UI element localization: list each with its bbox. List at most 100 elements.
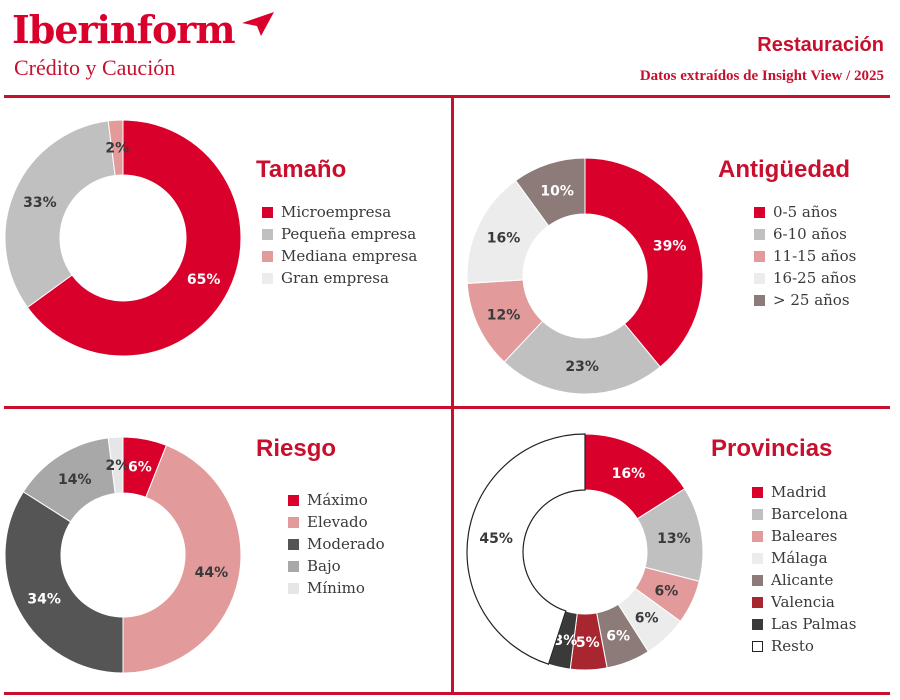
footer-divider — [4, 692, 890, 695]
slice-value-label: 33% — [23, 195, 57, 211]
legend-swatch — [754, 294, 765, 306]
legend-item-baleares: Baleares — [752, 525, 856, 547]
legend-swatch — [752, 574, 763, 586]
company-logo: Iberinform Crédito y Caución — [12, 8, 274, 80]
legend-item-microempresa: Microempresa — [262, 201, 417, 223]
legend-label: Barcelona — [771, 505, 848, 523]
legend-item-malaga: Málaga — [752, 547, 856, 569]
legend-label: Mediana empresa — [281, 247, 418, 265]
legend-label: 16-25 años — [773, 269, 857, 287]
slice-value-label: 39% — [653, 239, 687, 255]
slice-value-label: 6% — [128, 460, 152, 476]
legend-item-minimo: Mínimo — [288, 577, 385, 599]
legend-item-11-15-anos: 11-15 años — [754, 245, 856, 267]
slice-value-label: 5% — [576, 635, 600, 651]
legend-swatch — [262, 228, 273, 240]
legend-item-barcelona: Barcelona — [752, 503, 856, 525]
donut-chart-riesgo: 6% 44% 34% 14% 2% — [4, 436, 242, 674]
slice-value-label: 6% — [606, 629, 630, 645]
legend-swatch — [288, 516, 299, 528]
legend-swatch — [754, 206, 765, 218]
slice-value-label: 65% — [187, 272, 221, 288]
slice-value-label: 12% — [487, 307, 521, 323]
slice-microempresa — [26, 119, 242, 357]
legend-label: Elevado — [307, 513, 368, 531]
slice-value-label: 6% — [635, 611, 659, 627]
report-title: Restauración — [757, 34, 884, 56]
legend-label: Máximo — [307, 491, 368, 509]
legend-label: Baleares — [771, 527, 838, 545]
vertical-divider — [451, 98, 454, 692]
slice-value-label: 13% — [657, 531, 691, 547]
slice-minimo — [107, 436, 124, 495]
chart-legend: 0-5 años 6-10 años 11-15 años 16-25 años > 2… — [754, 201, 856, 311]
middle-divider — [4, 406, 890, 409]
legend-swatch — [262, 272, 273, 284]
slice-value-label: 3% — [553, 633, 577, 649]
legend-label: Málaga — [771, 549, 828, 567]
legend-item-bajo: Bajo — [288, 555, 385, 577]
legend-item-moderado: Moderado — [288, 533, 385, 555]
legend-label: Pequeña empresa — [281, 225, 417, 243]
slice-elevado — [122, 444, 242, 674]
slice-pequena-empresa — [4, 120, 116, 309]
legend-label: Gran empresa — [281, 269, 389, 287]
chart-title: Riesgo — [256, 435, 337, 462]
legend-swatch — [288, 560, 299, 572]
legend-swatch — [752, 552, 763, 564]
header-divider — [4, 95, 890, 98]
legend-item-resto: Resto — [752, 635, 856, 657]
chart-panel-antiguedad: 39% 23% 12% 16% 10% Antigüedad 0-5 años 6-10 … — [454, 98, 900, 406]
legend-swatch — [754, 250, 765, 262]
legend-swatch — [752, 486, 763, 498]
chart-panel-riesgo: 6% 44% 34% 14% 2% Riesgo Máximo Elevado Modera… — [0, 409, 451, 692]
slice-resto — [466, 433, 586, 665]
chart-legend: Máximo Elevado Moderado Bajo Mínimo — [288, 489, 385, 599]
legend-swatch — [752, 530, 763, 542]
legend-item-pequena-empresa: Pequeña empresa — [262, 223, 417, 245]
donut-chart-antiguedad: 39% 23% 12% 16% 10% — [466, 157, 704, 395]
chart-title: Provincias — [711, 435, 833, 462]
slice-0-5-anos — [584, 157, 704, 368]
chart-panel-tamano: 65% 33% 2% Tamaño Microempresa Pequeña empr… — [0, 98, 451, 406]
legend-swatch — [752, 618, 763, 630]
legend-label: > 25 años — [773, 291, 850, 309]
legend-item-madrid: Madrid — [752, 481, 856, 503]
legend-swatch — [754, 228, 765, 240]
legend-swatch — [262, 206, 273, 218]
legend-label: Bajo — [307, 557, 341, 575]
slice-value-label: 44% — [195, 565, 229, 581]
legend-label: Alicante — [771, 571, 834, 589]
slice-mediana-empresa — [107, 119, 124, 177]
legend-swatch — [752, 640, 763, 652]
legend-swatch — [262, 250, 273, 262]
legend-swatch — [752, 596, 763, 608]
legend-swatch — [288, 494, 299, 506]
legend-label: Mínimo — [307, 579, 365, 597]
legend-label: Microempresa — [281, 203, 392, 221]
legend-item-16-25-anos: 16-25 años — [754, 267, 856, 289]
brand-subtitle: Crédito y Caución — [14, 55, 176, 80]
legend-swatch — [752, 508, 763, 520]
legend-swatch — [288, 582, 299, 594]
chart-legend: Microempresa Pequeña empresa Mediana empre… — [262, 201, 417, 289]
legend-item-elevado: Elevado — [288, 511, 385, 533]
legend-label: Valencia — [771, 593, 835, 611]
legend-label: Las Palmas — [771, 615, 857, 633]
chart-title: Antigüedad — [718, 156, 850, 183]
legend-label: Madrid — [771, 483, 827, 501]
legend-item-las-palmas: Las Palmas — [752, 613, 856, 635]
slice-value-label: 23% — [565, 359, 599, 375]
legend-swatch — [754, 272, 765, 284]
legend-label: Moderado — [307, 535, 385, 553]
legend-item-0-5-anos: 0-5 años — [754, 201, 856, 223]
paper-plane-icon — [242, 12, 274, 36]
slice-value-label: 2% — [105, 458, 129, 474]
chart-panel-provincias: 16% 13% 6% 6% 6% 5% 3% 45% Provincias Madrid Bar… — [454, 409, 900, 692]
slice-6-10-anos — [503, 320, 661, 395]
chart-legend: Madrid Barcelona Baleares Málaga Alicante Val… — [752, 481, 856, 657]
slice-value-label: 14% — [58, 472, 92, 488]
donut-chart-tamano: 65% 33% 2% — [4, 119, 242, 357]
donut-chart-provincias: 16% 13% 6% 6% 6% 5%3% 45% — [466, 433, 704, 671]
legend-item-6-10-anos: 6-10 años — [754, 223, 856, 245]
